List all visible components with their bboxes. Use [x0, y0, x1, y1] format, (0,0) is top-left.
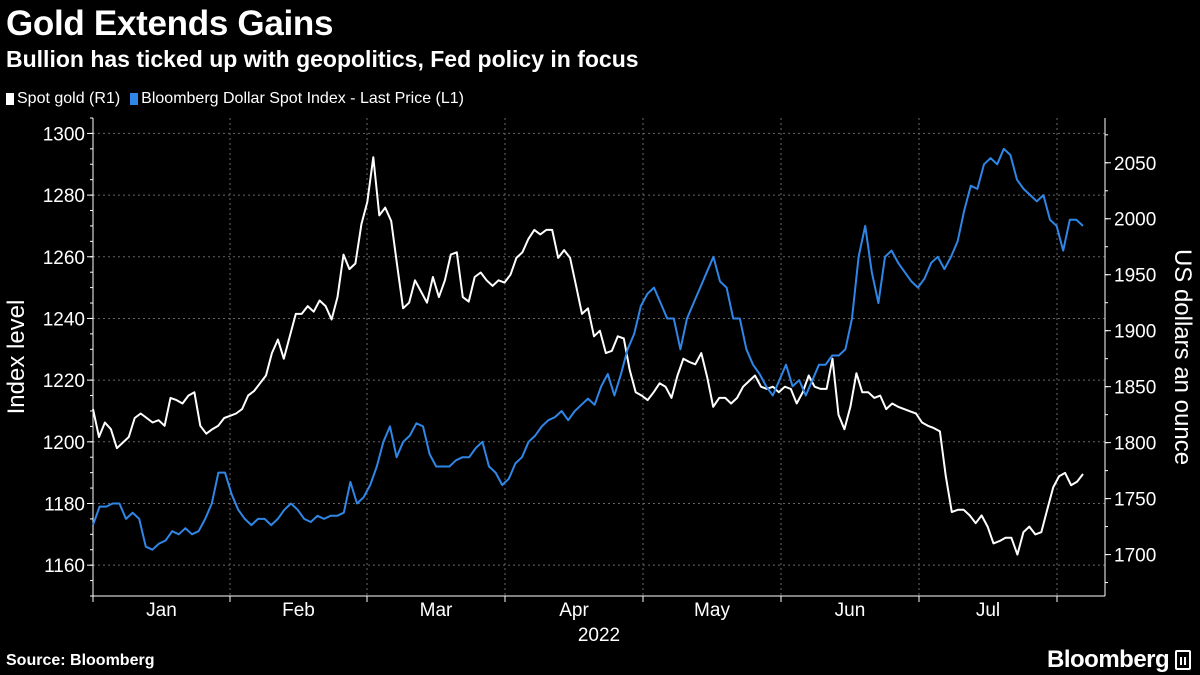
left-tick-label-0: 1160: [44, 556, 85, 577]
left-tick-label-6: 1280: [43, 186, 85, 207]
series-line-spot-gold: [92, 156, 1084, 556]
right-tick-label-1: 1750: [1114, 490, 1156, 511]
x-tick-label-apr: Apr: [559, 600, 589, 621]
x-tick-label-feb: Feb: [282, 600, 315, 621]
brand-name: Bloomberg: [1047, 646, 1170, 673]
chart-title: Gold Extends Gains: [6, 4, 334, 43]
left-tick-label-5: 1260: [43, 248, 85, 269]
legend-item-gold: Spot gold (R1): [6, 90, 120, 108]
left-tick-label-3: 1220: [43, 371, 85, 392]
right-tick-label-5: 1950: [1114, 266, 1156, 287]
left-tick-label-7: 1300: [43, 124, 85, 145]
left-tick-label-4: 1240: [43, 309, 85, 330]
legend-swatch-gold: [6, 93, 14, 105]
x-tick-label-may: May: [694, 600, 730, 621]
right-tick-label-6: 2000: [1114, 210, 1156, 231]
series-line-dollar-index: [92, 147, 1084, 551]
right-tick-label-4: 1900: [1114, 322, 1156, 343]
legend: Spot gold (R1) Bloomberg Dollar Spot Ind…: [6, 90, 474, 108]
legend-label-dollar-index: Bloomberg Dollar Spot Index - Last Price…: [141, 90, 464, 107]
legend-swatch-dollar-index: [130, 93, 139, 105]
brand-logo: Bloomberg: [1047, 646, 1192, 674]
x-axis-label: 2022: [578, 625, 620, 646]
right-tick-label-3: 1850: [1114, 378, 1156, 399]
left-axis-title: Index level: [3, 300, 30, 415]
bloomberg-chart-icon: [1175, 650, 1192, 670]
source-note: Source: Bloomberg: [6, 652, 155, 669]
right-tick-label-7: 2050: [1114, 154, 1156, 175]
x-tick-label-jun: Jun: [835, 600, 866, 621]
x-tick-label-jan: Jan: [146, 600, 177, 621]
right-tick-label-0: 1700: [1114, 546, 1156, 567]
legend-label-gold: Spot gold (R1): [17, 90, 121, 107]
right-axis-title: US dollars an ounce: [1169, 249, 1196, 465]
left-tick-label-1: 1180: [44, 494, 85, 515]
legend-item-dollar-index: Bloomberg Dollar Spot Index - Last Price…: [130, 90, 464, 108]
left-tick-label-2: 1200: [43, 433, 85, 454]
right-tick-label-2: 1800: [1114, 434, 1156, 455]
chart-subtitle: Bullion has ticked up with geopolitics, …: [6, 46, 639, 72]
x-tick-label-jul: Jul: [976, 600, 1000, 621]
x-tick-label-mar: Mar: [420, 600, 453, 621]
